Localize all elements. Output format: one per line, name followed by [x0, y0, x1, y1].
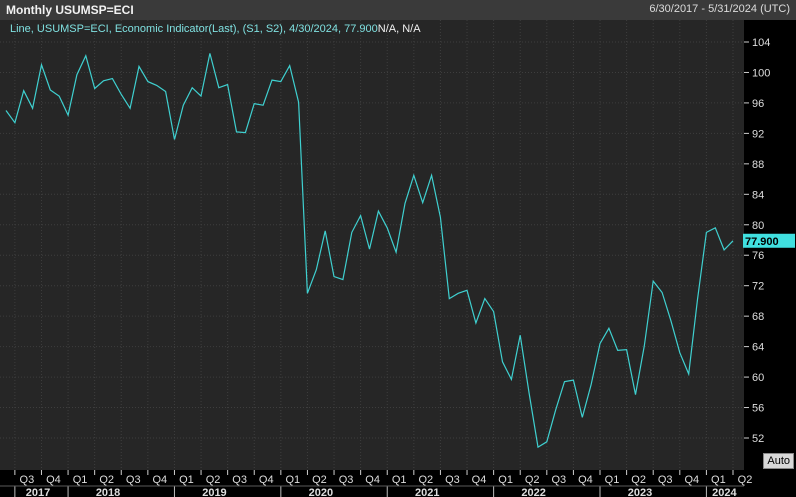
x-quarter-label: Q3 [551, 474, 566, 486]
x-year-label: 2024 [712, 487, 737, 497]
x-quarter-label: Q3 [126, 474, 141, 486]
x-quarter-label: Q2 [312, 474, 327, 486]
y-tick-label: 68 [752, 311, 764, 323]
y-tick-label: 104 [752, 37, 770, 49]
y-tick-label: 96 [752, 98, 764, 110]
legend: Line, USUMSP=ECI, Economic Indicator(Las… [10, 23, 421, 35]
x-quarter-label: Q4 [472, 474, 487, 486]
x-quarter-label: Q3 [658, 474, 673, 486]
x-year-label: 2020 [309, 487, 333, 497]
x-quarter-label: Q4 [259, 474, 274, 486]
x-quarter-label: Q3 [339, 474, 354, 486]
y-tick-label: 100 [752, 67, 770, 79]
legend-text: Line, USUMSP=ECI, Economic Indicator(Las… [10, 23, 378, 35]
x-quarter-label: Q2 [418, 474, 433, 486]
x-quarter-label: Q4 [684, 474, 699, 486]
x-quarter-label: Q1 [605, 474, 620, 486]
auto-scale-button[interactable]: Auto [763, 453, 794, 469]
x-quarter-label: Q1 [179, 474, 194, 486]
y-tick-label: 88 [752, 159, 764, 171]
y-tick-label: 76 [752, 250, 764, 262]
x-year-label: 2018 [96, 487, 120, 497]
y-tick-label: 64 [752, 342, 764, 354]
y-tick-label: 84 [752, 189, 764, 201]
y-tick-label: 92 [752, 128, 764, 140]
x-quarter-label: Q1 [711, 474, 726, 486]
x-quarter-label: Q4 [365, 474, 380, 486]
x-quarter-label: Q1 [498, 474, 513, 486]
x-quarter-label: Q2 [738, 474, 753, 486]
y-tick-label: 60 [752, 372, 764, 384]
x-quarter-label: Q3 [445, 474, 460, 486]
x-quarter-label: Q2 [631, 474, 646, 486]
chart-title: Monthly USUMSP=ECI [6, 3, 134, 17]
x-quarter-label: Q4 [153, 474, 168, 486]
x-quarter-label: Q2 [206, 474, 221, 486]
y-tick-label: 80 [752, 220, 764, 232]
y-tick-label: 52 [752, 433, 764, 445]
x-quarter-label: Q1 [285, 474, 300, 486]
x-quarter-label: Q2 [525, 474, 540, 486]
x-year-label: 2021 [415, 487, 439, 497]
x-quarter-label: Q1 [73, 474, 88, 486]
x-year-label: 2017 [26, 487, 50, 497]
date-range: 6/30/2017 - 5/31/2024 (UTC) [649, 3, 790, 15]
x-quarter-label: Q3 [20, 474, 35, 486]
chart-header: Monthly USUMSP=ECI 6/30/2017 - 5/31/2024… [0, 0, 796, 20]
y-tick-label: 72 [752, 281, 764, 293]
x-year-label: 2019 [202, 487, 226, 497]
x-axis[interactable] [0, 470, 796, 497]
plot-area[interactable] [0, 20, 744, 470]
series-line [5, 53, 734, 449]
last-value-label: 77.900 [745, 236, 779, 248]
x-quarter-label: Q4 [578, 474, 593, 486]
x-quarter-label: Q4 [46, 474, 61, 486]
y-tick-label: 56 [752, 403, 764, 415]
x-quarter-label: Q3 [232, 474, 247, 486]
x-year-label: 2022 [521, 487, 545, 497]
x-quarter-label: Q1 [392, 474, 407, 486]
legend-suffix: N/A, N/A [377, 23, 421, 35]
x-year-label: 2023 [628, 487, 652, 497]
last-value-marker [743, 233, 795, 248]
x-quarter-label: Q2 [99, 474, 114, 486]
